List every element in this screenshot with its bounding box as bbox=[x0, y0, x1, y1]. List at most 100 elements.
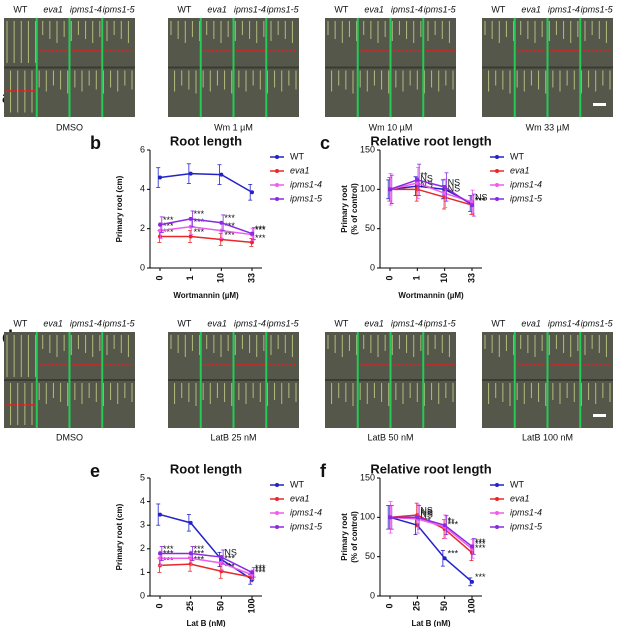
legend-marker bbox=[275, 155, 279, 159]
genotype-label: ipms1-5 bbox=[424, 318, 457, 328]
y-tick-label: 0 bbox=[370, 590, 375, 600]
significance-label: *** bbox=[194, 217, 205, 227]
legend-marker bbox=[275, 483, 279, 487]
y-tick-label: 100 bbox=[360, 512, 375, 522]
significance-label: *** bbox=[163, 544, 174, 554]
chart-title: Root length bbox=[170, 133, 242, 148]
significance-label: NS bbox=[420, 505, 433, 515]
series-line bbox=[159, 225, 253, 236]
data-point bbox=[415, 177, 420, 182]
significance-label: NS bbox=[420, 180, 433, 190]
photo-caption: Wm 10 µM bbox=[369, 122, 413, 132]
legend-label: eva1 bbox=[510, 165, 530, 175]
data-point bbox=[250, 240, 254, 245]
data-point bbox=[470, 199, 474, 204]
y-tick-label: 3 bbox=[140, 520, 145, 530]
data-point bbox=[415, 181, 420, 186]
photo-caption: LatB 50 nM bbox=[367, 432, 413, 442]
legend-marker bbox=[495, 155, 499, 159]
data-point bbox=[442, 523, 447, 528]
genotype-label: eva1 bbox=[521, 318, 541, 328]
data-point bbox=[188, 556, 193, 561]
genotype-label: eva1 bbox=[207, 4, 227, 14]
genotype-label: ipms1-4 bbox=[70, 4, 102, 14]
significance-label: *** bbox=[255, 563, 266, 573]
series-line bbox=[389, 516, 473, 550]
x-axis-label: Wortmannin (µM) bbox=[173, 291, 239, 300]
significance-label: *** bbox=[194, 209, 205, 219]
series-line bbox=[390, 516, 473, 548]
genotype-label: WT bbox=[13, 318, 27, 328]
legend-label: WT bbox=[510, 151, 524, 161]
data-point bbox=[158, 512, 162, 517]
photo-caption: DMSO bbox=[56, 122, 83, 132]
significance-label: *** bbox=[163, 221, 174, 231]
data-point bbox=[158, 551, 162, 556]
significance-label: *** bbox=[163, 215, 174, 225]
significance-label: ** bbox=[420, 170, 428, 180]
legend-label: ipms1-4 bbox=[290, 507, 322, 517]
panel-letter: e bbox=[90, 461, 100, 481]
photo-caption: Wm 33 µM bbox=[526, 122, 570, 132]
data-point bbox=[442, 184, 447, 189]
y-tick-label: 6 bbox=[140, 144, 145, 154]
data-point bbox=[219, 172, 224, 177]
significance-label: *** bbox=[255, 224, 266, 234]
data-point bbox=[250, 190, 254, 195]
legend-marker bbox=[495, 525, 499, 529]
y-axis-label: Primary root bbox=[340, 185, 349, 233]
significance-label: NS bbox=[420, 509, 433, 519]
legend-marker bbox=[275, 197, 279, 201]
photo-caption: LatB 100 nM bbox=[522, 432, 573, 442]
series-line bbox=[159, 218, 253, 235]
genotype-label: ipms1-5 bbox=[581, 4, 614, 14]
legend-label: ipms1-4 bbox=[510, 179, 542, 189]
legend-marker bbox=[495, 169, 499, 173]
x-tick-label: 1 bbox=[185, 275, 195, 280]
significance-label: *** bbox=[448, 549, 459, 559]
legend-marker bbox=[495, 483, 499, 487]
data-point bbox=[188, 551, 193, 556]
data-point bbox=[219, 237, 224, 242]
legend-label: WT bbox=[290, 151, 304, 161]
x-tick-label: 33 bbox=[246, 273, 256, 283]
series-line bbox=[159, 563, 253, 578]
data-point bbox=[219, 220, 224, 225]
chart-title: Root length bbox=[170, 461, 242, 476]
data-point bbox=[188, 234, 193, 239]
significance-label: *** bbox=[224, 230, 235, 240]
significance-label: *** bbox=[448, 520, 459, 530]
significance-label: *** bbox=[255, 567, 266, 577]
legend-marker bbox=[495, 197, 499, 201]
legend-label: eva1 bbox=[510, 493, 530, 503]
genotype-label: WT bbox=[334, 4, 348, 14]
data-point bbox=[442, 191, 447, 196]
y-tick-label: 4 bbox=[140, 184, 145, 194]
genotype-label: ipms1-4 bbox=[548, 4, 580, 14]
significance-label: *** bbox=[255, 225, 266, 235]
significance-label: *** bbox=[475, 572, 486, 582]
significance-label: *** bbox=[255, 233, 266, 243]
significance-label: NS bbox=[475, 192, 488, 202]
significance-label: NS bbox=[448, 177, 461, 187]
significance-label: *** bbox=[194, 544, 205, 554]
significance-label: * bbox=[448, 516, 452, 526]
photo-caption: LatB 25 nM bbox=[210, 432, 256, 442]
legend-label: WT bbox=[290, 479, 304, 489]
data-point bbox=[442, 195, 447, 200]
genotype-label: WT bbox=[491, 4, 505, 14]
legend-label: ipms1-5 bbox=[510, 193, 543, 203]
panel-letter: b bbox=[90, 133, 101, 153]
x-tick-label: 50 bbox=[439, 601, 449, 611]
y-tick-label: 50 bbox=[365, 551, 375, 561]
legend-marker bbox=[275, 511, 279, 515]
data-point bbox=[158, 222, 162, 227]
chart-title: Relative root length bbox=[370, 133, 491, 148]
legend-marker bbox=[495, 511, 499, 515]
legend-label: ipms1-5 bbox=[510, 521, 543, 531]
data-point bbox=[158, 228, 162, 233]
legend-marker bbox=[275, 169, 279, 173]
legend-marker bbox=[495, 183, 499, 187]
genotype-label: ipms1-5 bbox=[103, 318, 136, 328]
y-tick-label: 1 bbox=[140, 567, 145, 577]
